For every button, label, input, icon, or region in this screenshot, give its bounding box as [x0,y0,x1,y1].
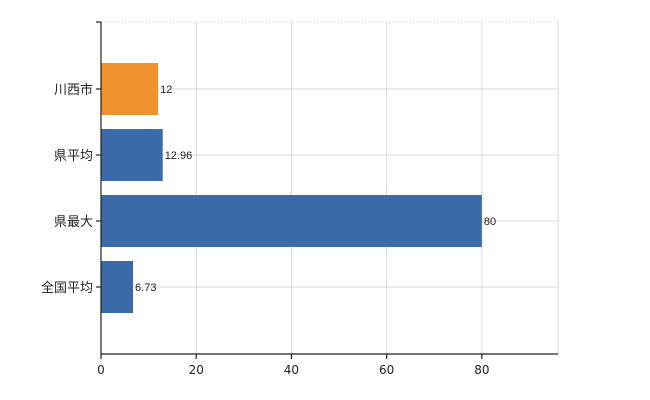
bar-2 [101,195,482,247]
x-tick-label-4: 80 [474,363,489,377]
bar-0 [101,63,159,115]
category-label-0: 川西市 [54,82,93,98]
data-labels: 12 12.96 80 6.73 [135,84,496,294]
bar-1 [101,129,163,181]
x-tick-label-1: 20 [189,363,204,377]
bar-3 [101,261,134,313]
category-label-1: 県平均 [54,149,93,164]
x-tick-label-3: 60 [379,363,394,377]
grid-lines [101,21,559,354]
data-label-3: 6.73 [135,282,156,294]
x-tick-label-2: 40 [284,363,299,377]
data-label-1: 12.96 [165,150,193,162]
data-label-0: 12 [160,84,172,96]
category-label-2: 県最大 [54,215,93,230]
data-label-2: 80 [484,216,496,228]
x-tick-label-0: 0 [97,363,105,377]
bars [101,63,482,313]
category-label-3: 全国平均 [41,280,93,296]
